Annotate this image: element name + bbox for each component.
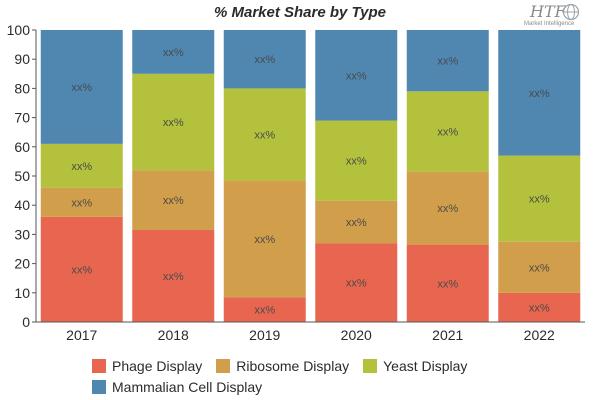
bar-segment [315, 120, 398, 201]
bar-segment [132, 170, 215, 231]
bar-segment [406, 91, 489, 172]
axes-group [32, 29, 585, 323]
data-label: xx% [346, 156, 367, 168]
logo-sub-text: Market Intelligence [524, 21, 575, 27]
legend: Phage Display Ribosome Display Yeast Dis… [92, 358, 552, 400]
x-axis-labels: 2017 2018 2019 2020 2021 2022 [66, 327, 555, 343]
data-label: xx% [346, 278, 367, 290]
legend-label-ribosome: Ribosome Display [236, 358, 350, 374]
bar-segment [315, 200, 398, 244]
data-label: xx% [437, 126, 458, 138]
x-tick-label: 2022 [524, 327, 555, 343]
bar-segment [498, 292, 581, 322]
data-label: xx% [254, 234, 275, 246]
legend-row-2: Mammalian Cell Display [92, 379, 552, 395]
data-label: xx% [163, 195, 184, 207]
bar-segment [132, 230, 215, 322]
bar-segment [315, 243, 398, 322]
y-tick-label: 70 [14, 110, 30, 126]
bar-segment [132, 73, 215, 171]
x-tick-label: 2020 [341, 327, 372, 343]
x-tick-label: 2018 [158, 327, 189, 343]
data-label: xx% [529, 194, 550, 206]
y-axis-labels: 0 10 20 30 40 50 60 70 80 90 100 [7, 22, 31, 330]
data-label: xx% [163, 47, 184, 59]
bar-segment [132, 30, 215, 74]
legend-item-yeast: Yeast Display [363, 358, 467, 374]
x-tick-label: 2017 [66, 327, 97, 343]
y-tick-label: 30 [14, 226, 30, 242]
bar-segment [406, 244, 489, 322]
globe-icon [562, 3, 580, 21]
bar-segment [406, 30, 489, 92]
data-label: xx% [71, 197, 92, 209]
data-label: xx% [437, 56, 458, 68]
data-label: xx% [71, 161, 92, 173]
bar-segment [40, 216, 123, 322]
data-label: xx% [529, 88, 550, 100]
y-tick-label: 60 [14, 139, 30, 155]
bars-group: xx% xx% xx% xx% xx% xx% xx% xx% xx% xx% xx% xx% xx% x… [40, 30, 581, 322]
legend-item-mammalian: Mammalian Cell Display [92, 379, 262, 395]
bar-segment [40, 187, 123, 217]
legend-swatch-yeast [363, 359, 378, 373]
y-tick-label: 20 [14, 256, 30, 272]
data-label: xx% [163, 271, 184, 283]
y-tick-label: 40 [14, 197, 30, 213]
data-label: xx% [346, 217, 367, 229]
data-label: xx% [254, 129, 275, 141]
legend-swatch-phage [92, 359, 106, 373]
data-label: xx% [71, 264, 92, 276]
bar-segment [223, 180, 306, 298]
data-label: xx% [529, 302, 550, 314]
bar-segment [223, 88, 306, 181]
data-label: xx% [437, 278, 458, 290]
bar-segment [498, 241, 581, 293]
legend-item-phage: Phage Display [92, 358, 202, 374]
bar-segment [498, 30, 581, 156]
y-tick-label: 50 [14, 168, 30, 184]
data-label: xx% [254, 54, 275, 66]
data-label: xx% [163, 117, 184, 129]
data-label: xx% [529, 262, 550, 274]
htf-logo: HTF Market Intelligence [524, 2, 584, 28]
legend-row-1: Phage Display Ribosome Display Yeast Dis… [92, 358, 552, 374]
bar-segment [223, 30, 306, 89]
data-label: xx% [254, 305, 275, 317]
y-tick-label: 100 [7, 22, 31, 38]
bar-segment [40, 143, 123, 188]
legend-swatch-ribosome [216, 359, 231, 373]
logo-main-text: HTF [530, 2, 566, 21]
data-label: xx% [437, 203, 458, 215]
y-tick-label: 10 [14, 285, 30, 301]
data-label: xx% [346, 70, 367, 82]
data-label: xx% [71, 82, 92, 94]
x-tick-label: 2021 [432, 327, 463, 343]
legend-label-yeast: Yeast Display [383, 358, 468, 374]
bar-segment [223, 297, 306, 322]
chart-title: % Market Share by Type [213, 4, 386, 21]
legend-swatch-mammalian [92, 380, 106, 394]
bar-segment [498, 155, 581, 242]
legend-item-ribosome: Ribosome Display [216, 358, 349, 374]
x-tick-label: 2019 [249, 327, 280, 343]
y-tick-label: 80 [14, 80, 30, 96]
bar-segment [315, 30, 398, 121]
bar-segment [406, 171, 489, 245]
legend-label-phage: Phage Display [112, 358, 203, 374]
bar-segment [40, 30, 123, 144]
y-tick-label: 90 [14, 51, 30, 67]
y-tick-label: 0 [22, 314, 30, 330]
legend-label-mammalian: Mammalian Cell Display [112, 379, 263, 395]
